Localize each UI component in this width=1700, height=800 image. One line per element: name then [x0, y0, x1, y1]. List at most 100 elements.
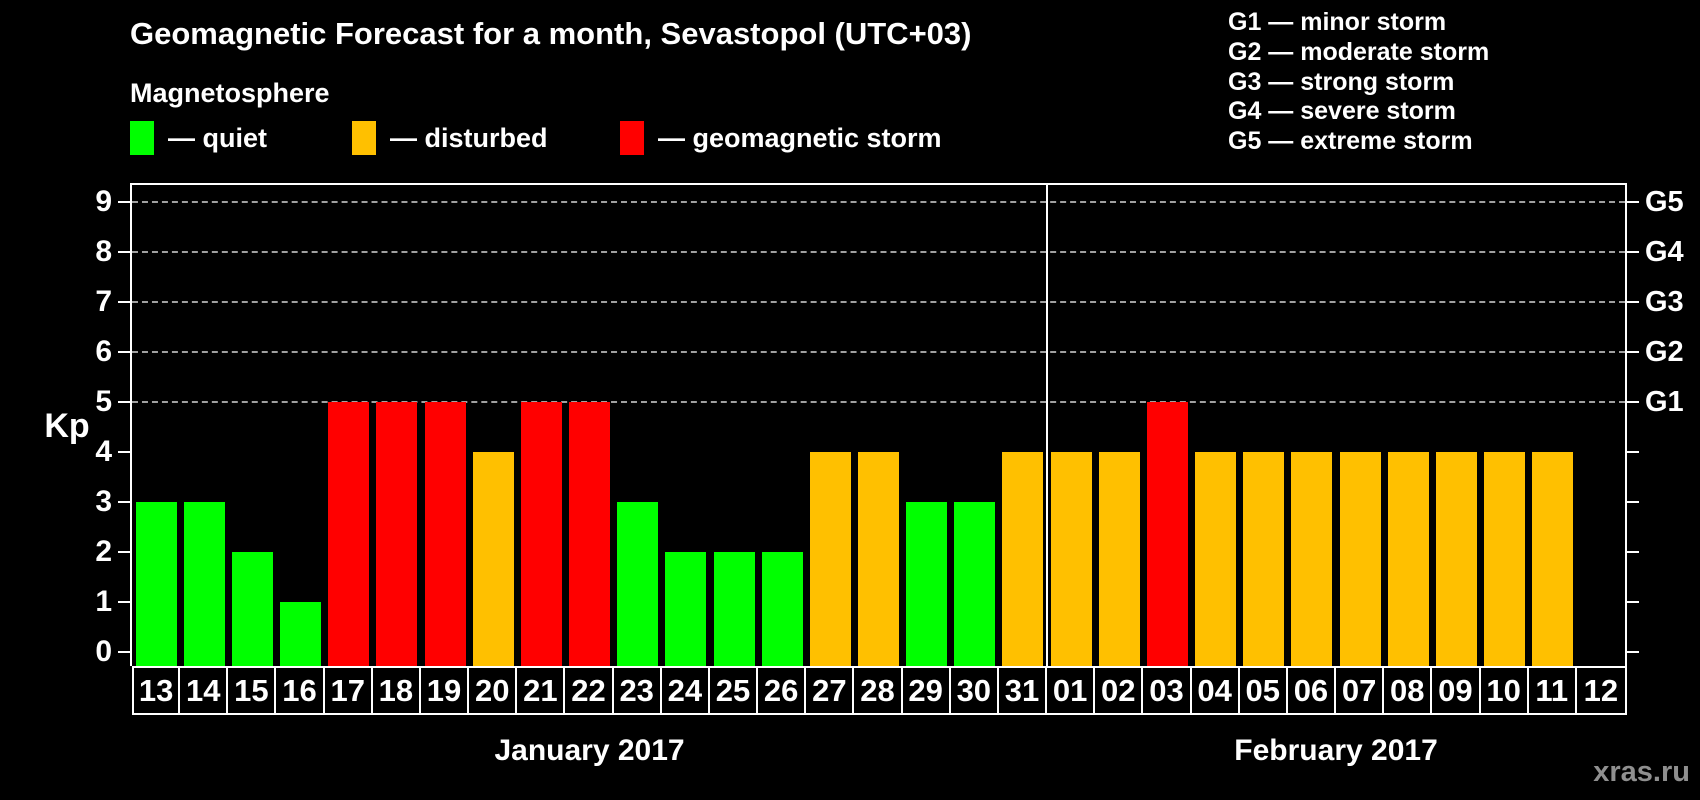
right-axis-tick-8 — [1627, 251, 1639, 253]
date-label-02: 02 — [1095, 666, 1144, 715]
g-scale-label-g5: G5 — [1645, 186, 1684, 218]
date-label-30: 30 — [950, 666, 999, 715]
month-label-february: February 2017 — [1234, 734, 1438, 767]
left-axis-tick-4 — [118, 451, 130, 453]
g-scale-legend-line-g2: G2 — moderate storm — [1228, 37, 1490, 66]
g-scale-label-g4: G4 — [1645, 236, 1684, 268]
bar-11 — [1532, 452, 1574, 666]
date-label-26: 26 — [758, 666, 807, 715]
date-label-06: 06 — [1287, 666, 1337, 715]
chart-title: Geomagnetic Forecast for a month, Sevast… — [130, 16, 972, 51]
gridline-kp-7 — [132, 301, 1625, 303]
legend-label-quiet: — quiet — [168, 122, 267, 153]
g-scale-legend-line-g5: G5 — extreme storm — [1228, 127, 1473, 156]
date-label-29: 29 — [902, 666, 951, 715]
bar-04 — [1195, 452, 1237, 666]
date-label-28: 28 — [854, 666, 903, 715]
date-label-07: 07 — [1336, 666, 1385, 715]
y-tick-label-8: 8 — [95, 235, 112, 268]
legend-label-storm: — geomagnetic storm — [658, 122, 942, 153]
bar-21 — [520, 402, 562, 666]
date-label-10: 10 — [1480, 666, 1529, 715]
date-label-24: 24 — [661, 666, 710, 715]
bar-07 — [1339, 452, 1381, 666]
legend-item-storm: — geomagnetic storm — [620, 121, 942, 155]
date-label-13: 13 — [132, 666, 181, 715]
quiet-color-swatch — [130, 121, 154, 155]
gridline-kp-6 — [132, 351, 1625, 353]
right-axis-line — [1625, 183, 1627, 666]
g-scale-label-g2: G2 — [1645, 336, 1684, 368]
magnetosphere-legend-title: Magnetosphere — [130, 78, 330, 108]
bar-31 — [1002, 452, 1044, 666]
right-axis-tick-3 — [1627, 501, 1639, 503]
bar-26 — [761, 552, 803, 666]
y-tick-label-0: 0 — [95, 635, 112, 668]
legend-item-quiet: — quiet — [130, 121, 267, 155]
date-label-17: 17 — [324, 666, 373, 715]
bar-03 — [1146, 402, 1188, 666]
plot-top-border — [130, 183, 1627, 185]
date-label-19: 19 — [420, 666, 470, 715]
date-label-21: 21 — [517, 666, 566, 715]
right-axis-tick-7 — [1627, 301, 1639, 303]
bar-16 — [280, 602, 322, 666]
date-label-04: 04 — [1191, 666, 1240, 715]
left-axis-tick-0 — [118, 651, 130, 653]
left-axis-tick-8 — [118, 251, 130, 253]
g-scale-label-g1: G1 — [1645, 386, 1684, 418]
y-tick-label-9: 9 — [95, 185, 112, 218]
y-tick-label-6: 6 — [95, 335, 112, 368]
bar-25 — [713, 552, 755, 666]
bar-28 — [858, 452, 899, 666]
month-separator — [1046, 183, 1049, 666]
gridline-kp-8 — [132, 251, 1625, 253]
left-axis-tick-1 — [118, 601, 130, 603]
date-label-25: 25 — [709, 666, 759, 715]
bar-24 — [665, 552, 707, 666]
bar-23 — [617, 502, 659, 666]
y-tick-label-5: 5 — [95, 385, 112, 418]
watermark: xras.ru — [1593, 756, 1690, 788]
date-label-05: 05 — [1239, 666, 1288, 715]
bar-14 — [183, 502, 225, 666]
right-axis-tick-9 — [1627, 201, 1639, 203]
bar-10 — [1484, 452, 1526, 666]
bar-29 — [906, 502, 948, 666]
right-axis-tick-4 — [1627, 451, 1639, 453]
right-axis-tick-0 — [1627, 651, 1639, 653]
date-label-12: 12 — [1576, 666, 1627, 715]
bar-27 — [809, 452, 851, 666]
right-axis-tick-1 — [1627, 601, 1639, 603]
date-label-31: 31 — [998, 666, 1048, 715]
storm-color-swatch — [620, 121, 644, 155]
date-label-01: 01 — [1047, 666, 1096, 715]
bar-08 — [1387, 452, 1429, 666]
date-label-23: 23 — [613, 666, 662, 715]
date-label-11: 11 — [1528, 666, 1577, 715]
right-axis-tick-2 — [1627, 551, 1639, 553]
bar-02 — [1098, 452, 1140, 666]
bar-22 — [569, 402, 611, 666]
date-label-27: 27 — [806, 666, 855, 715]
bar-18 — [376, 402, 418, 666]
bar-09 — [1435, 452, 1477, 666]
left-axis-tick-5 — [118, 401, 130, 403]
g-scale-label-g3: G3 — [1645, 286, 1684, 318]
date-label-14: 14 — [180, 666, 229, 715]
y-axis-line — [130, 183, 132, 666]
legend-item-disturbed: — disturbed — [352, 121, 548, 155]
y-tick-label-2: 2 — [95, 535, 112, 568]
month-label-january: January 2017 — [494, 734, 685, 767]
right-axis-tick-5 — [1627, 401, 1639, 403]
bar-19 — [424, 402, 466, 666]
left-axis-tick-3 — [118, 501, 130, 503]
g-scale-legend: G1 — minor storm G2 — moderate storm G3 … — [1228, 8, 1489, 157]
disturbed-color-swatch — [352, 121, 376, 155]
date-label-09: 09 — [1432, 666, 1481, 715]
y-tick-label-7: 7 — [95, 285, 112, 318]
left-axis-tick-9 — [118, 201, 130, 203]
bar-05 — [1243, 452, 1285, 666]
